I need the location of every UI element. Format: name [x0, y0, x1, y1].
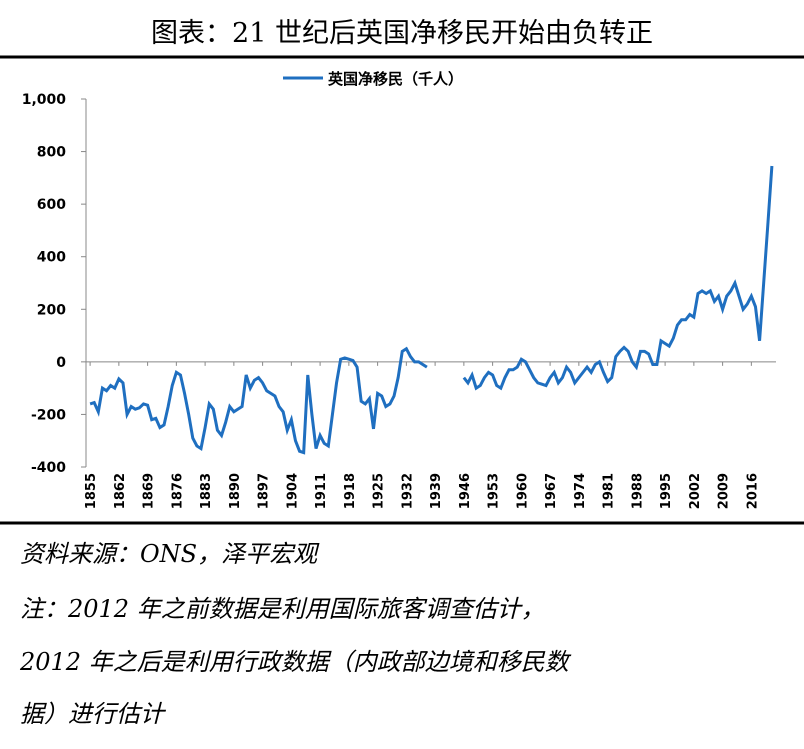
legend-label: 英国净移民（千人） [328, 70, 463, 88]
y-tick-label: 200 [37, 302, 66, 318]
x-tick-label: 1953 [487, 473, 502, 509]
chart-title: 图表：21 世纪后英国净移民开始由负转正 [151, 18, 653, 49]
y-tick-label: -200 [31, 407, 66, 423]
x-tick-label: 1897 [257, 473, 272, 509]
x-tick-label: 1981 [602, 473, 617, 509]
x-tick-label: 1995 [659, 473, 674, 509]
x-tick-label: 2016 [745, 473, 760, 509]
x-tick-label: 1855 [84, 473, 99, 509]
x-tick-label: 1939 [429, 473, 444, 509]
y-tick-label: 400 [37, 250, 66, 266]
x-tick-label: 1974 [573, 473, 588, 509]
source: 资料来源：ONS，泽平宏观 [20, 540, 320, 568]
x-tick-label: 1967 [544, 473, 559, 509]
y-tick-label: 1,000 [22, 92, 67, 108]
x-tick-label: 2009 [717, 473, 732, 509]
x-tick-label: 1869 [142, 473, 157, 509]
x-tick-label: 1904 [285, 473, 300, 509]
y-tick-label: 0 [56, 355, 66, 371]
x-tick-label: 1890 [228, 473, 243, 509]
note-line: 据）进行估计 [20, 700, 167, 728]
note-line: 注：2012 年之前数据是利用国际旅客调查估计， [20, 595, 545, 623]
x-tick-label: 1925 [372, 473, 387, 509]
note-line: 2012 年之后是利用行政数据（内政部边境和移民数 [19, 648, 572, 676]
x-tick-label: 2002 [688, 473, 703, 509]
x-tick-label: 1862 [113, 473, 128, 509]
x-tick-label: 1918 [343, 473, 358, 509]
x-tick-label: 1932 [400, 473, 415, 509]
x-tick-label: 1883 [199, 473, 214, 509]
x-tick-label: 1946 [458, 473, 473, 509]
y-tick-label: 800 [37, 145, 66, 161]
x-tick-label: 1960 [515, 473, 530, 509]
x-tick-label: 1911 [314, 473, 329, 509]
x-tick-label: 1876 [170, 473, 185, 509]
data-line [89, 165, 774, 455]
y-tick-label: -400 [31, 460, 66, 476]
x-tick-label: 1988 [630, 473, 645, 509]
y-tick-label: 600 [37, 197, 66, 213]
